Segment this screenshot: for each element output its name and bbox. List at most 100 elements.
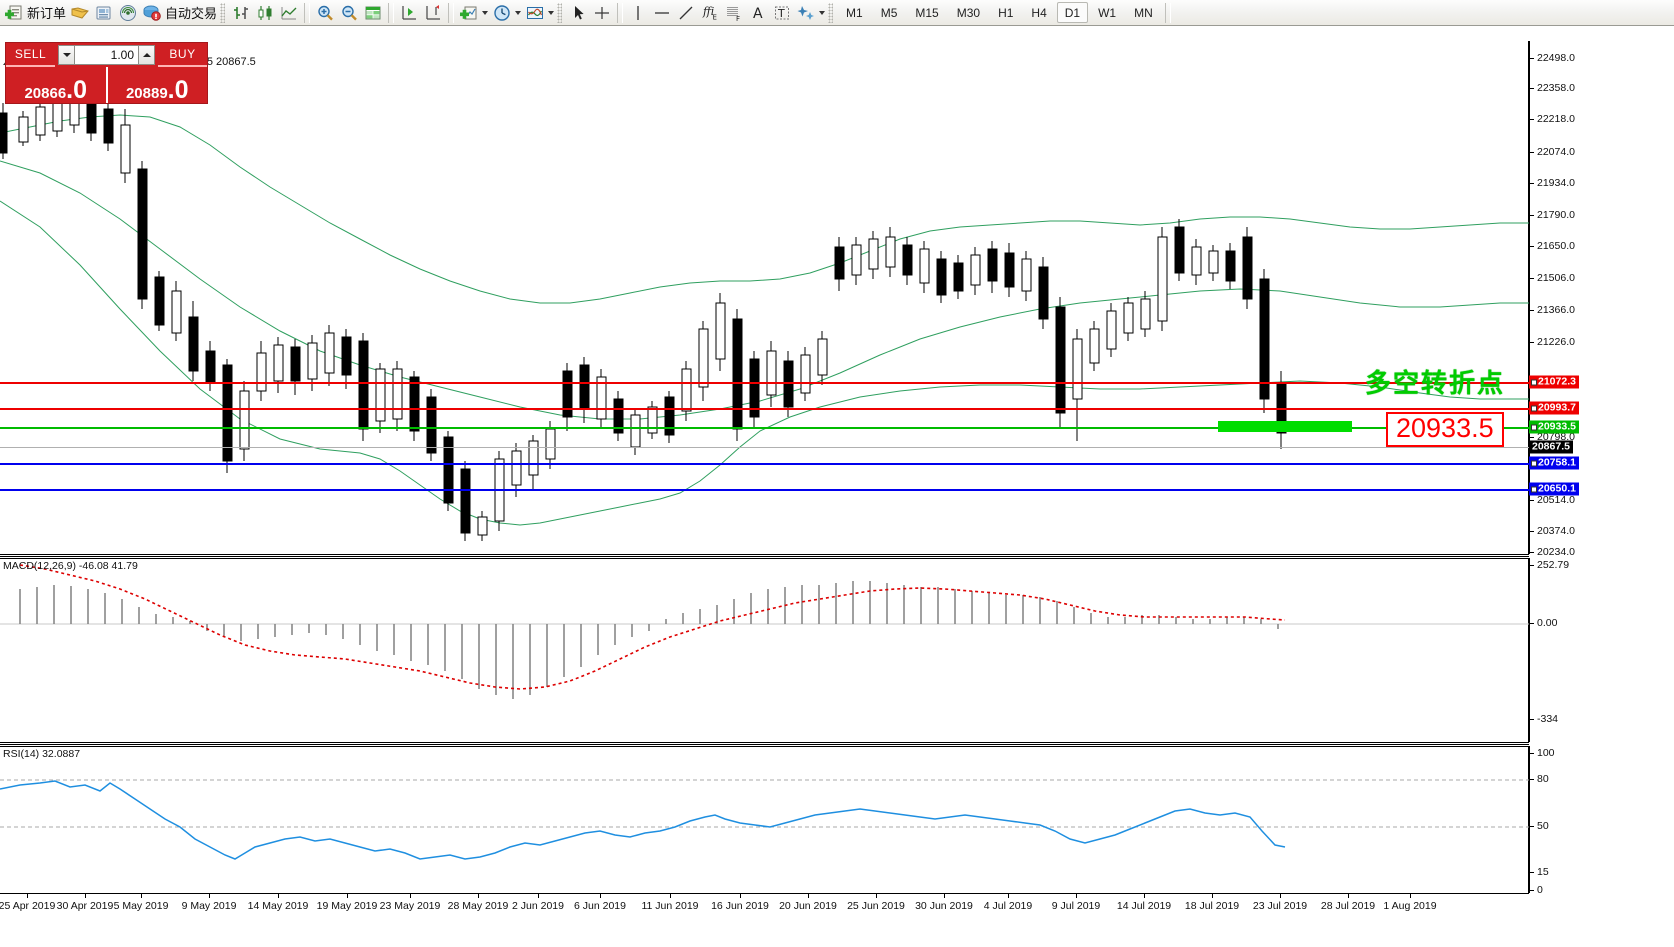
- add-indicator-button[interactable]: [457, 1, 490, 25]
- date-label: 20 Jun 2019: [779, 900, 837, 912]
- chevron-up-icon-vol: [142, 53, 151, 57]
- price-tag-20758[interactable]: 20758.1: [1529, 456, 1579, 470]
- candlestick-chart-button[interactable]: [253, 1, 277, 25]
- rsi-scale[interactable]: 100 80 50 15 0: [1529, 746, 1674, 896]
- vertical-line-button[interactable]: [626, 1, 650, 25]
- templates-icon: [525, 3, 545, 23]
- timeframe-mn[interactable]: MN: [1134, 6, 1153, 20]
- timeframe-h4[interactable]: H4: [1031, 6, 1047, 20]
- date-axis[interactable]: 25 Apr 2019 30 Apr 2019 5 May 2019 9 May…: [0, 893, 1529, 921]
- price-scale[interactable]: 22498.0 22358.0 22218.0 22074.0 21934.0 …: [1529, 41, 1674, 558]
- chevron-down-icon-2[interactable]: [515, 10, 522, 15]
- toolbar-grip-2[interactable]: [557, 2, 563, 23]
- pane-divider-macd-rsi[interactable]: [0, 742, 1529, 745]
- timeframe-m5[interactable]: M5: [880, 6, 898, 20]
- fibo-fan-button[interactable]: F: [722, 1, 746, 25]
- chart-container[interactable]: JPN225-,Daily 21077.5 21137.5 20747.5 20…: [0, 27, 1674, 947]
- timeframe-w1[interactable]: W1: [1098, 6, 1117, 20]
- chevron-down-icon-3[interactable]: [548, 10, 555, 15]
- sell-button[interactable]: SELL: [6, 43, 55, 67]
- one-click-prices: 20866 .0 20889 .0: [6, 67, 207, 103]
- timeframe-m1[interactable]: M1: [846, 6, 863, 20]
- price-tick: 22498.0: [1537, 52, 1575, 64]
- highlight-block[interactable]: [1218, 421, 1352, 432]
- chevron-down-icon[interactable]: [482, 10, 489, 15]
- price-tag-20933[interactable]: 20933.5: [1529, 420, 1579, 434]
- rsi-label[interactable]: RSI(14) 32.0887: [3, 748, 81, 760]
- date-label: 28 May 2019: [447, 900, 509, 912]
- date-label: 5 May 2019: [113, 900, 169, 912]
- fibonacci-button[interactable]: ffi E: [698, 1, 722, 25]
- bar-chart-button[interactable]: [229, 1, 253, 25]
- text-label-icon: T: [772, 3, 792, 23]
- crosshair-button[interactable]: [590, 1, 614, 25]
- price-callout-box[interactable]: 20933.5: [1386, 412, 1504, 447]
- zoom-in-button[interactable]: [313, 1, 337, 25]
- macd-scale[interactable]: 252.79 0.00 -334: [1529, 558, 1674, 742]
- signal-button[interactable]: [116, 1, 140, 25]
- price-pane[interactable]: 多空转折点 20933.5: [0, 41, 1529, 554]
- macd-pane[interactable]: MACD(12,26,9) -46.08 41.79: [0, 558, 1529, 742]
- price-divider: [105, 67, 108, 103]
- buy-button[interactable]: BUY: [158, 43, 207, 67]
- volume-input[interactable]: 1.00: [75, 45, 138, 65]
- chevron-down-icon-4[interactable]: [819, 10, 826, 15]
- fibo-fan-icon: F: [724, 3, 744, 23]
- shift-chart-button[interactable]: [397, 1, 421, 25]
- candlestick-chart-icon: [255, 3, 275, 23]
- volume-decrease-button[interactable]: [58, 45, 75, 65]
- buy-price[interactable]: 20889 .0: [108, 67, 208, 103]
- price-tag-value: 20867.5: [1532, 440, 1570, 453]
- svg-text:T: T: [777, 7, 785, 20]
- data-window-button[interactable]: [361, 1, 385, 25]
- toolbar-grip-3[interactable]: [828, 2, 834, 23]
- volume-increase-button[interactable]: [138, 45, 155, 65]
- new-order-button[interactable]: 新订单: [2, 1, 68, 25]
- price-tag-value: 20758.1: [1538, 456, 1576, 469]
- price-tag-20993[interactable]: 20993.7: [1529, 401, 1579, 415]
- timeframe-m30[interactable]: M30: [956, 6, 981, 20]
- macd-label[interactable]: MACD(12,26,9) -46.08 41.79: [3, 560, 138, 572]
- macd-histogram: [19, 581, 1279, 699]
- templates-button[interactable]: [523, 1, 556, 25]
- text-button[interactable]: A: [746, 1, 770, 25]
- drag-handle-icon-3[interactable]: [1531, 424, 1537, 430]
- moving-average-middle: [0, 160, 1529, 420]
- news-button[interactable]: [92, 1, 116, 25]
- toolbar-grip[interactable]: [220, 2, 226, 23]
- date-label: 25 Jun 2019: [847, 900, 905, 912]
- macd-tick: -334: [1537, 713, 1559, 725]
- folder-button[interactable]: [68, 1, 92, 25]
- shapes-button[interactable]: [794, 1, 827, 25]
- drag-handle-icon-5[interactable]: [1531, 486, 1537, 492]
- shapes-icon: [796, 3, 816, 23]
- line-chart-button[interactable]: [277, 1, 301, 25]
- rsi-pane[interactable]: RSI(14) 32.0887: [0, 746, 1529, 893]
- drag-handle-icon[interactable]: [1531, 379, 1537, 385]
- volume-control[interactable]: 1.00: [58, 45, 155, 65]
- fibonacci-icon: ffi E: [700, 3, 720, 23]
- pane-divider-price-macd[interactable]: [0, 554, 1529, 557]
- vertical-line-icon: [628, 3, 648, 23]
- price-tag-21072[interactable]: 21072.3: [1529, 375, 1579, 389]
- horizontal-line-button[interactable]: [650, 1, 674, 25]
- timeframe-d1[interactable]: D1: [1056, 2, 1089, 23]
- bollinger-lower-band: [0, 200, 1529, 526]
- cursor-button[interactable]: [566, 1, 590, 25]
- auto-scroll-button[interactable]: [421, 1, 445, 25]
- macd-chart-svg: [0, 564, 1529, 699]
- timeframe-h1[interactable]: H1: [998, 6, 1014, 20]
- drag-handle-icon-4[interactable]: [1531, 460, 1537, 466]
- toolbar-separator-4: [617, 2, 624, 23]
- trendline-button[interactable]: [674, 1, 698, 25]
- autotrade-button[interactable]: 自动交易: [140, 1, 219, 25]
- price-tag-20650[interactable]: 20650.1: [1529, 482, 1579, 496]
- sell-price[interactable]: 20866 .0: [6, 67, 106, 103]
- timeframe-m15[interactable]: M15: [915, 6, 939, 20]
- one-click-trading-panel[interactable]: SELL 1.00 BUY 20866 .0 20889 .0: [5, 42, 208, 104]
- drag-handle-icon-2[interactable]: [1531, 405, 1537, 411]
- zoom-out-button[interactable]: [337, 1, 361, 25]
- text-label-button[interactable]: T: [770, 1, 794, 25]
- macd-tick: 252.79: [1537, 559, 1570, 571]
- period-button[interactable]: [490, 1, 523, 25]
